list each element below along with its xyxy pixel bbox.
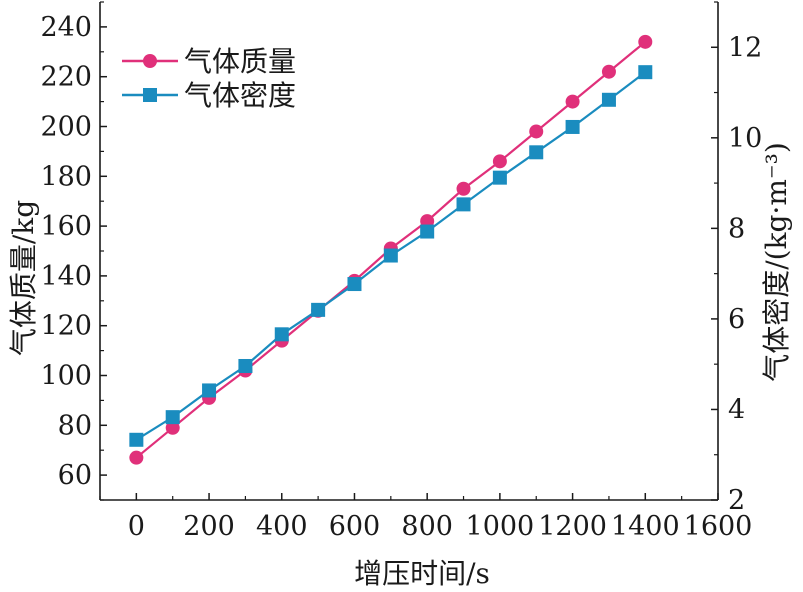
left-y-tick-label: 80 bbox=[58, 410, 92, 441]
left-y-tick-label: 140 bbox=[40, 261, 92, 292]
right-y-tick-label: 6 bbox=[728, 304, 745, 335]
left-y-tick-label: 200 bbox=[40, 112, 92, 143]
left-y-tick-label: 120 bbox=[40, 311, 92, 342]
right-y-axis-title: 气体密度/(kg·m⁻³) bbox=[760, 142, 793, 382]
x-tick-label: 400 bbox=[256, 511, 308, 542]
left-y-tick-label: 220 bbox=[40, 62, 92, 93]
legend-marker-density bbox=[143, 88, 157, 102]
mass-point bbox=[638, 34, 653, 49]
right-y-tick-label: 8 bbox=[728, 213, 745, 244]
legend-marker-mass bbox=[143, 54, 157, 68]
left-y-tick-label: 180 bbox=[40, 161, 92, 192]
legend-item-mass: 气体质量 bbox=[122, 45, 296, 78]
series-layer bbox=[129, 34, 653, 465]
mass-point bbox=[129, 450, 144, 465]
x-axis-title: 增压时间/s bbox=[354, 557, 490, 590]
density-point bbox=[238, 358, 253, 373]
right-y-tick-label: 10 bbox=[728, 123, 762, 154]
density-point bbox=[492, 170, 507, 185]
x-tick-label: 200 bbox=[183, 511, 235, 542]
density-point bbox=[129, 432, 144, 447]
density-point bbox=[202, 383, 217, 398]
x-axis-ticks: 0 200 400 600 800 1000 1200 1400 1600 bbox=[99, 493, 753, 542]
x-tick-label: 1200 bbox=[538, 511, 607, 542]
density-point bbox=[420, 224, 435, 239]
density-point bbox=[165, 410, 180, 425]
density-point bbox=[638, 65, 653, 80]
legend-item-density: 气体密度 bbox=[122, 79, 296, 112]
density-point bbox=[529, 145, 544, 160]
legend: 气体质量 气体密度 bbox=[122, 45, 296, 112]
right-y-tick-label: 12 bbox=[728, 32, 762, 63]
mass-point bbox=[456, 181, 471, 196]
legend-label-mass: 气体质量 bbox=[184, 45, 296, 78]
density-point bbox=[347, 277, 362, 292]
left-y-tick-label: 100 bbox=[40, 361, 92, 392]
mass-point bbox=[492, 154, 507, 169]
x-tick-label: 800 bbox=[401, 511, 453, 542]
right-y-tick-label: 4 bbox=[728, 394, 745, 425]
mass-point bbox=[529, 124, 544, 139]
density-point bbox=[274, 327, 289, 342]
x-tick-label: 1000 bbox=[466, 511, 535, 542]
density-point bbox=[383, 248, 398, 263]
left-y-tick-label: 60 bbox=[58, 460, 92, 491]
x-tick-label: 1400 bbox=[611, 511, 680, 542]
x-tick-label: 0 bbox=[128, 511, 145, 542]
legend-label-density: 气体密度 bbox=[184, 79, 296, 112]
left-y-axis-title: 气体质量/kg bbox=[7, 200, 40, 356]
x-tick-label: 600 bbox=[329, 511, 381, 542]
left-y-tick-label: 240 bbox=[40, 12, 92, 43]
left-y-axis-ticks: 60 80 100 120 140 160 180 200 220 240 bbox=[40, 1, 107, 501]
left-y-tick-label: 160 bbox=[40, 211, 92, 242]
density-point bbox=[456, 197, 471, 212]
density-point bbox=[311, 302, 326, 317]
density-point bbox=[601, 92, 616, 107]
mass-point bbox=[165, 420, 180, 435]
density-point bbox=[565, 119, 580, 134]
right-y-axis-ticks: 2 4 6 8 10 12 bbox=[711, 1, 762, 516]
x-tick-label: 1600 bbox=[684, 511, 753, 542]
mass-point bbox=[565, 94, 580, 109]
mass-point bbox=[601, 64, 616, 79]
right-y-tick-label: 2 bbox=[728, 485, 745, 516]
